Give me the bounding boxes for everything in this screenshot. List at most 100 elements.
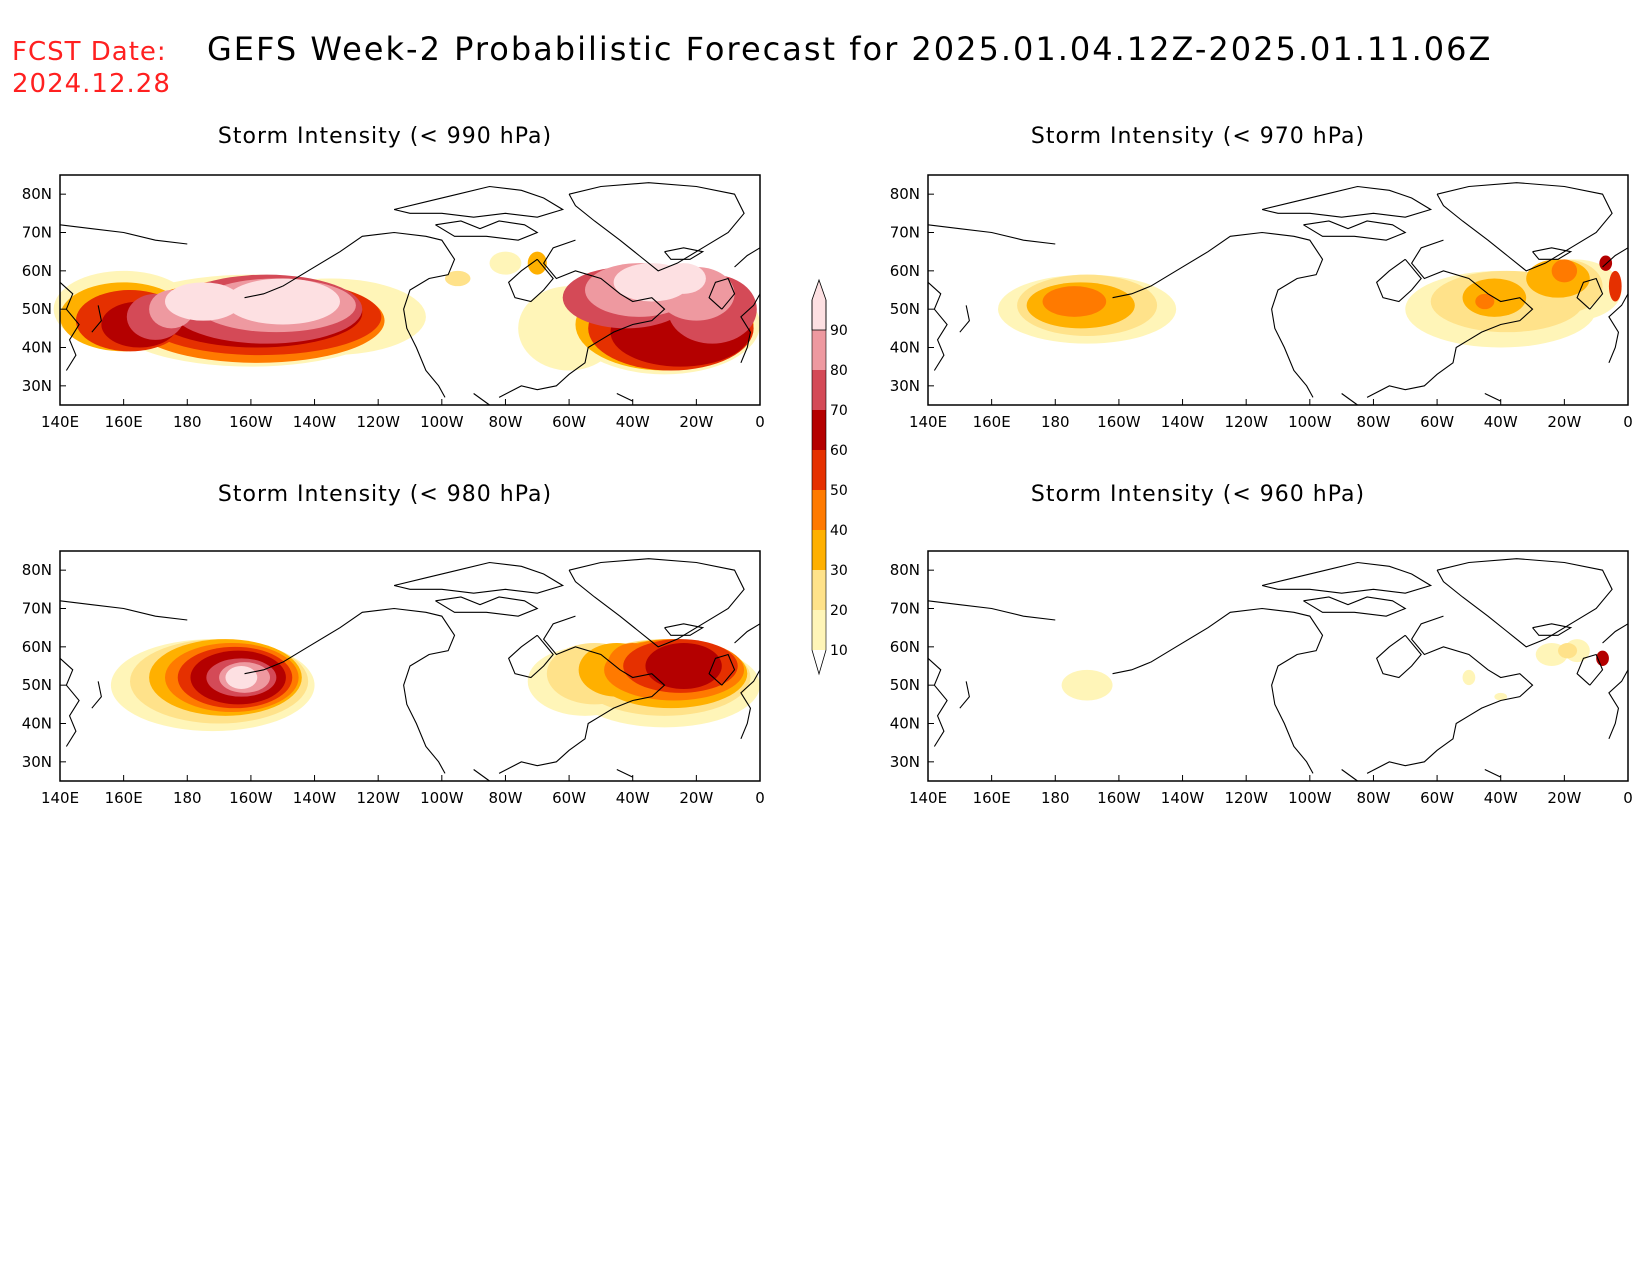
coastline [498, 239, 666, 398]
lon-tick-label: 120W [1224, 413, 1268, 431]
lon-tick-label: 140W [1161, 789, 1205, 807]
lat-tick-label: 40N [890, 715, 920, 733]
colorbar-label: 30 [830, 563, 848, 579]
coastline [435, 220, 539, 241]
colorbar-segment [812, 410, 826, 450]
colorbar-segment [812, 450, 826, 490]
lat-tick-label: 50N [22, 300, 52, 318]
probability-patch [1599, 255, 1613, 271]
lon-tick-label: 140E [41, 789, 79, 807]
lon-tick-label: 100W [420, 789, 464, 807]
coastline [1576, 653, 1604, 686]
coastline [1303, 596, 1407, 617]
coastline [927, 281, 948, 371]
probability-patch [445, 270, 471, 287]
lon-tick-label: 100W [420, 413, 464, 431]
coastline [59, 224, 188, 245]
coastline [1341, 769, 1358, 782]
lon-tick-label: 60W [1420, 413, 1454, 431]
lat-tick-label: 50N [890, 676, 920, 694]
coastline [734, 623, 761, 644]
panel-axes: 140E 160E 180 160W 140W 120W 100W 80W 60W 40W 20W 0… [22, 185, 765, 431]
colorbar-segment [812, 530, 826, 570]
probability-patch [527, 251, 547, 275]
probability-field [1061, 639, 1609, 701]
lon-tick-label: 140W [1161, 413, 1205, 431]
coastline [1375, 634, 1422, 679]
colorbar-segment [811, 278, 827, 331]
coastlines [59, 558, 761, 782]
lon-tick-label: 120W [1224, 789, 1268, 807]
panel-axes: 140E 160E 180 160W 140W 120W 100W 80W 60W 40W 20W 0… [890, 561, 1633, 807]
colorbar-segment [812, 490, 826, 530]
colorbar: 10 20 30 40 50 60 70 80 90 [811, 278, 848, 676]
coastline [1602, 623, 1629, 644]
lat-tick-label: 70N [22, 600, 52, 618]
page-title: GEFS Week-2 Probabilistic Forecast for 2… [207, 30, 1493, 68]
lat-tick-label: 40N [22, 339, 52, 357]
colorbar-label: 50 [830, 483, 848, 499]
lat-tick-label: 50N [22, 676, 52, 694]
coastline [244, 285, 283, 299]
probability-field [998, 255, 1622, 348]
coastline [282, 607, 456, 774]
coastline [1532, 623, 1573, 636]
map-frame [927, 174, 1629, 406]
lat-tick-label: 80N [22, 561, 52, 579]
map-panel-990 [53, 174, 761, 406]
lon-tick-label: 140E [909, 413, 947, 431]
lat-tick-label: 40N [890, 339, 920, 357]
coastline [498, 615, 666, 774]
coastlines [927, 182, 1629, 406]
lon-tick-label: 160E [973, 413, 1011, 431]
lon-tick-label: 20W [679, 789, 713, 807]
coastline [1112, 661, 1151, 675]
lon-tick-label: 180 [1041, 413, 1070, 431]
map-panel-970 [927, 174, 1629, 406]
lon-tick-label: 160W [229, 789, 273, 807]
lon-tick-label: 0 [755, 789, 765, 807]
panel-title-960: Storm Intensity (< 960 hPa) [1030, 482, 1366, 507]
coastline [1150, 607, 1324, 774]
colorbar-label: 40 [830, 523, 848, 539]
lon-tick-label: 160E [105, 789, 143, 807]
coastline [1602, 247, 1629, 268]
coastline [1261, 185, 1433, 218]
colorbar-label: 80 [830, 363, 848, 379]
coastline [740, 293, 761, 364]
coastline [1303, 220, 1407, 241]
probability-field [53, 251, 760, 375]
coastline [1484, 393, 1501, 402]
coastline [507, 258, 554, 303]
lon-tick-label: 60W [552, 789, 586, 807]
coastline [1150, 231, 1324, 398]
probability-patch [225, 666, 258, 689]
panel-axes: 140E 160E 180 160W 140W 120W 100W 80W 60W 40W 20W 0… [22, 561, 765, 807]
coastline [59, 600, 188, 621]
coastline [1576, 277, 1604, 310]
lat-tick-label: 40N [22, 715, 52, 733]
forecast-date-block: FCST Date: 2024.12.28 [12, 36, 171, 100]
coastline [708, 277, 736, 310]
coastline [664, 247, 705, 260]
coastlines [59, 182, 761, 406]
lon-tick-label: 0 [755, 413, 765, 431]
forecast-date-value: 2024.12.28 [12, 69, 171, 99]
coastline [435, 596, 539, 617]
lat-tick-label: 50N [890, 300, 920, 318]
lat-tick-label: 30N [890, 753, 920, 771]
lon-tick-label: 80W [1356, 789, 1390, 807]
coastline [59, 281, 80, 371]
lon-tick-label: 160W [1097, 789, 1141, 807]
coastline [616, 769, 633, 778]
coastline [91, 305, 102, 333]
lon-tick-label: 60W [1420, 789, 1454, 807]
coastline [1436, 558, 1613, 648]
lon-tick-label: 40W [616, 789, 650, 807]
panel-axes: 140E 160E 180 160W 140W 120W 100W 80W 60W 40W 20W 0… [890, 185, 1633, 431]
panel-title-970: Storm Intensity (< 970 hPa) [1030, 124, 1366, 149]
probability-patch [1475, 293, 1495, 310]
lon-tick-label: 20W [1547, 789, 1581, 807]
colorbar-label: 60 [830, 443, 848, 459]
